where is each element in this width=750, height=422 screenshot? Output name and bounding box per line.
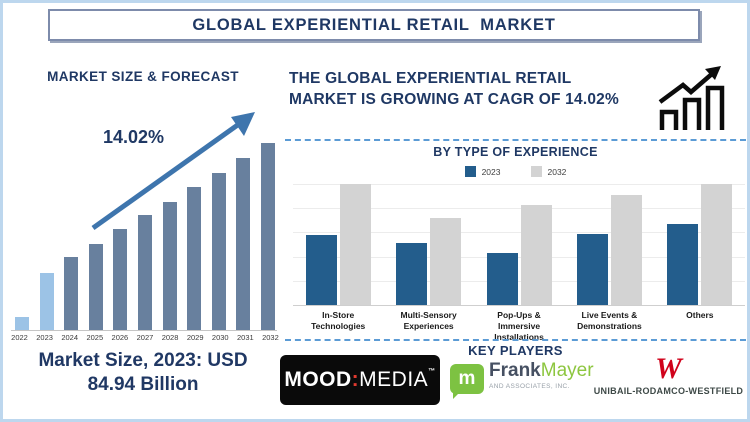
bar-2032-group-5	[701, 184, 733, 305]
forecast-year-label-2029: 2029	[186, 333, 204, 342]
bar-2023-group-3	[486, 253, 518, 305]
legend-swatch-2032	[530, 166, 542, 177]
frank-mayer-text: FrankMayer AND ASSOCIATES, INC.	[489, 360, 594, 390]
forecast-x-axis	[11, 330, 277, 331]
forecast-year-label-2028: 2028	[161, 333, 179, 342]
category-label-1: In-Store Technologies	[311, 310, 366, 332]
experience-chart-groups	[293, 184, 745, 305]
bar-2023-group-1	[305, 235, 337, 305]
gridline	[293, 281, 745, 282]
legend-label-2023: 2023	[481, 166, 501, 177]
growth-chart-icon	[658, 66, 725, 130]
frank-mayer-name-green: Mayer	[540, 360, 594, 381]
by-type-title: BY TYPE OF EXPERIENCE	[433, 145, 598, 159]
experience-group-4	[564, 184, 654, 305]
page-title: GLOBAL EXPERIENTIAL RETAIL MARKET	[192, 15, 556, 34]
market-size-caption: Market Size, 2023: USD 84.94 Billion	[11, 349, 275, 397]
bar-2032-group-3	[520, 205, 552, 305]
forecast-year-label-2027: 2027	[136, 333, 154, 342]
forecast-year-label-2032: 2032	[262, 333, 279, 342]
forecast-year-label-2023: 2023	[36, 333, 53, 342]
forecast-bar-2030	[211, 173, 226, 330]
forecast-bar-2032	[260, 143, 275, 330]
market-size-forecast-title: MARKET SIZE & FORECAST	[47, 69, 239, 84]
category-label-3: Pop-Ups & Immersive Installations	[494, 310, 544, 343]
frank-mayer-logo: m FrankMayer AND ASSOCIATES, INC.	[450, 360, 594, 405]
mood-media-tm: ™	[428, 368, 436, 375]
frank-mayer-name-dark: Frank	[489, 360, 541, 381]
forecast-bar-2022	[15, 317, 29, 330]
mood-media-part2: MEDIA	[359, 368, 429, 391]
experience-group-3	[474, 184, 564, 305]
forecast-year-label-2026: 2026	[111, 333, 129, 342]
market-size-caption-line2: 84.94 Billion	[87, 373, 199, 395]
market-size-caption-line1: Market Size, 2023: USD	[38, 350, 248, 371]
dashed-divider-bottom	[285, 339, 746, 341]
gridline	[293, 257, 745, 258]
category-label-4: Live Events & Demonstrations	[577, 310, 642, 332]
forecast-year-labels: 2022 2023 2024 2025 2026 2027 2028 2029 2030 2031…	[7, 333, 283, 342]
legend-swatch-2023	[464, 166, 476, 177]
mood-media-colon: :	[351, 368, 360, 391]
chart-legend: 2023 2032	[285, 166, 746, 177]
forecast-bar-2023	[39, 273, 54, 330]
forecast-year-label-2030: 2030	[211, 333, 229, 342]
legend-label-2032: 2032	[547, 166, 567, 177]
bar-2023-group-2	[396, 243, 428, 305]
category-label-2: Multi-Sensory Experiences	[400, 310, 457, 332]
mood-media-logo: MOOD:MEDIA™	[280, 355, 440, 405]
category-label-5: Others	[686, 310, 714, 320]
gridline	[293, 232, 745, 233]
frank-mayer-badge-icon: m	[450, 364, 484, 399]
mood-media-part1: MOOD	[284, 368, 352, 391]
bar-2032-group-4	[610, 195, 642, 305]
forecast-bar-2024	[64, 257, 79, 330]
forecast-bar-2029	[187, 187, 202, 330]
legend-item-2032: 2032	[530, 166, 567, 177]
dashed-divider-top	[285, 139, 746, 141]
experience-group-5	[655, 184, 745, 305]
legend-item-2023: 2023	[464, 166, 501, 177]
header-banner: GLOBAL EXPERIENTIAL RETAIL MARKET	[48, 9, 700, 41]
bar-2032-group-1	[339, 184, 371, 305]
experience-group-2	[383, 184, 473, 305]
key-players-title: KEY PLAYERS	[468, 343, 563, 358]
frank-mayer-wordmark: FrankMayer	[489, 360, 594, 382]
cagr-annotation: 14.02%	[103, 127, 165, 147]
experience-grouped-chart	[293, 184, 745, 306]
forecast-bar-chart	[15, 139, 275, 330]
bar-2023-group-4	[576, 234, 608, 305]
gridline	[293, 184, 745, 185]
bar-2023-group-5	[667, 224, 699, 305]
forecast-bar-2025	[88, 244, 103, 330]
forecast-year-label-2025: 2025	[86, 333, 104, 342]
forecast-bar-2028	[162, 202, 177, 330]
urw-wordmark: UNIBAIL-RODAMCO-WESTFIELD	[593, 386, 744, 396]
forecast-bar-2031	[236, 158, 251, 330]
trend-arrow-icon	[91, 112, 255, 231]
experience-group-1	[293, 184, 383, 305]
frank-mayer-subtitle: AND ASSOCIATES, INC.	[489, 382, 570, 390]
cagr-heading: THE GLOBAL EXPERIENTIAL RETAIL MARKET IS…	[289, 70, 619, 108]
forecast-bar-2026	[113, 229, 128, 330]
bar-2032-group-2	[430, 218, 462, 305]
experience-category-labels: In-Store Technologies Multi-Sensory Exper…	[293, 310, 745, 343]
forecast-bar-2027	[137, 215, 152, 330]
gridline	[293, 208, 745, 209]
urw-logo: W UNIBAIL-RODAMCO-WESTFIELD	[591, 354, 746, 409]
forecast-year-label-2031: 2031	[237, 333, 254, 342]
urw-monogram-icon: W	[655, 352, 682, 385]
forecast-year-label-2024: 2024	[61, 333, 79, 342]
mood-media-wordmark: MOOD:MEDIA™	[284, 368, 435, 392]
forecast-year-label-2022: 2022	[11, 333, 28, 342]
